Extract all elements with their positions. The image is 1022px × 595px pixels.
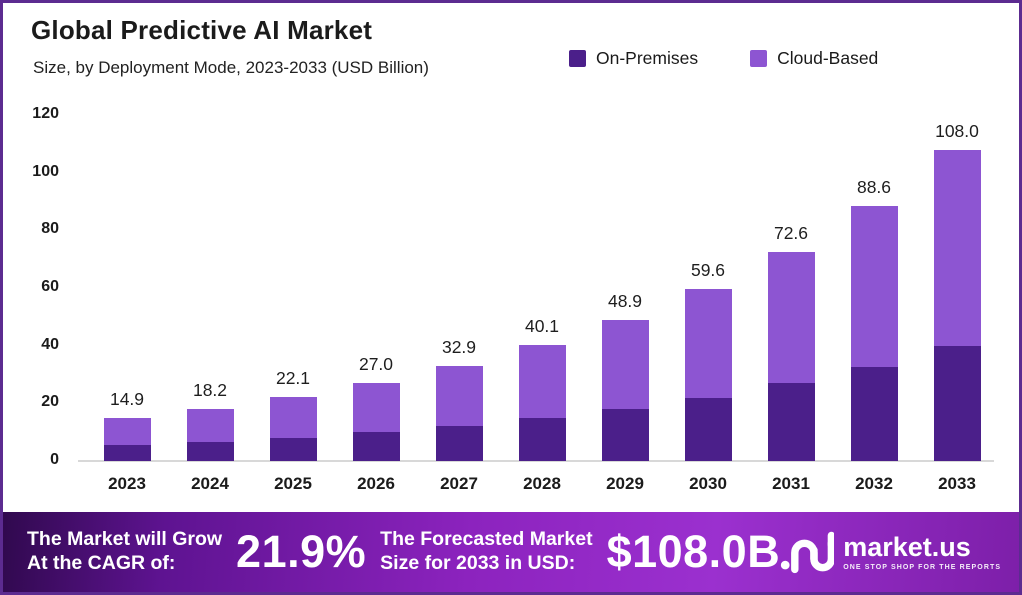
- market-us-logo: market.us ONE STOP SHOP FOR THE REPORTS: [780, 528, 1001, 576]
- forecast-label-line1: The Forecasted Market: [380, 528, 593, 551]
- x-axis-label-2032: 2032: [855, 474, 893, 493]
- y-axis-tick-label: 0: [50, 451, 59, 468]
- bar-2028: [518, 345, 566, 461]
- bar-2032-on-premises-segment: [850, 366, 898, 461]
- bar-2033-cloud-based-segment: [933, 149, 981, 346]
- chart-subtitle: Size, by Deployment Mode, 2023-2033 (USD…: [33, 58, 429, 77]
- bar-2026: [352, 383, 400, 461]
- y-axis-tick-label: 120: [32, 105, 59, 122]
- logo-brand: market.us: [843, 531, 971, 562]
- bar-2029-cloud-based-segment: [601, 320, 649, 409]
- on-premises-swatch-icon: [569, 50, 586, 67]
- chart-title: Global Predictive AI Market: [31, 15, 373, 45]
- forecast-label-line2: Size for 2033 in USD:: [380, 552, 576, 574]
- x-axis-label-2025: 2025: [274, 474, 312, 493]
- bar-2031-cloud-based-segment: [767, 251, 815, 384]
- market-us-logo-text: market.us ONE STOP SHOP FOR THE REPORTS: [843, 531, 1002, 571]
- bar-2033: [933, 149, 981, 461]
- bar-value-label-2027: 32.9: [441, 337, 477, 358]
- bar-2024: [186, 408, 234, 461]
- cloud-based-swatch-icon: [750, 50, 768, 67]
- y-axis-tick-label: 40: [41, 335, 59, 353]
- forecast-value: $108.0B: [606, 526, 781, 577]
- bar-value-label-2029: 48.9: [607, 291, 643, 311]
- bar-2028-cloud-based-segment: [518, 345, 566, 419]
- legend-item-on-premises: On-Premises: [569, 48, 698, 69]
- x-axis-label-2030: 2030: [689, 474, 727, 493]
- legend-label-cloud-based: Cloud-Based: [777, 48, 879, 68]
- bar-2029: [601, 320, 649, 461]
- cagr-label-line2: At the CAGR of:: [27, 552, 176, 574]
- bar-2028-on-premises-segment: [518, 418, 566, 461]
- bar-2024-cloud-based-segment: [186, 408, 234, 443]
- x-axis-line: [78, 460, 994, 462]
- x-axis-label-2033: 2033: [938, 474, 976, 493]
- x-axis-label-2027: 2027: [440, 474, 478, 493]
- y-axis-tick-label: 80: [41, 220, 59, 238]
- forecast-label: The Forecasted Market Size for 2033 in U…: [380, 528, 592, 576]
- x-axis-label-2024: 2024: [191, 474, 229, 493]
- y-axis-tick-label: 100: [32, 162, 59, 180]
- bar-value-label-2032: 88.6: [856, 176, 892, 197]
- bar-value-label-2024: 18.2: [192, 379, 228, 400]
- legend-item-cloud-based: Cloud-Based: [750, 48, 878, 69]
- bar-2024-on-premises-segment: [186, 442, 234, 461]
- cagr-label-line1: The Market will Grow: [27, 528, 223, 551]
- cagr-label: The Market will Grow At the CAGR of:: [27, 528, 222, 576]
- bar-value-label-2023: 14.9: [109, 389, 145, 410]
- bar-2025-cloud-based-segment: [269, 397, 317, 438]
- bar-value-label-2026: 27.0: [358, 354, 394, 375]
- bar-2031: [767, 251, 815, 461]
- bar-2027-on-premises-segment: [435, 426, 483, 461]
- y-axis-tick-label: 60: [41, 278, 59, 295]
- market-us-logo-icon: [781, 531, 835, 574]
- bar-value-label-2033: 108.0: [935, 120, 979, 141]
- bar-2027-cloud-based-segment: [435, 366, 483, 427]
- y-axis-tick-label: 20: [41, 393, 59, 411]
- bar-2029-on-premises-segment: [601, 408, 649, 461]
- legend: On-Premises Cloud-Based: [569, 48, 878, 69]
- bar-2031-on-premises-segment: [767, 383, 815, 461]
- bar-2023-on-premises-segment: [103, 445, 151, 461]
- footer-banner: The Market will Grow At the CAGR of: 21.…: [3, 512, 1019, 592]
- bar-2030-cloud-based-segment: [684, 289, 732, 398]
- bar-2026-on-premises-segment: [352, 432, 400, 461]
- bar-value-label-2025: 22.1: [275, 368, 311, 389]
- bar-2032-cloud-based-segment: [850, 205, 898, 367]
- logo-tagline: ONE STOP SHOP FOR THE REPORTS: [843, 563, 1002, 571]
- bar-value-label-2030: 59.6: [690, 260, 726, 281]
- bar-2023: [103, 418, 151, 461]
- cagr-value: 21.9%: [236, 526, 367, 577]
- bar-2032: [850, 205, 898, 461]
- bar-2027: [435, 366, 483, 461]
- bar-2025-on-premises-segment: [269, 437, 317, 461]
- bar-2026-cloud-based-segment: [352, 383, 400, 433]
- legend-label-on-premises: On-Premises: [596, 48, 699, 68]
- bar-2030: [684, 289, 732, 461]
- bar-2025: [269, 397, 317, 461]
- x-axis-label-2026: 2026: [357, 474, 395, 493]
- x-axis-label-2029: 2029: [606, 474, 644, 493]
- x-axis-label-2023: 2023: [108, 474, 146, 493]
- x-axis-label-2028: 2028: [523, 474, 561, 493]
- bar-2023-cloud-based-segment: [103, 418, 151, 446]
- bar-value-label-2031: 72.6: [773, 222, 809, 243]
- bar-2033-on-premises-segment: [933, 345, 981, 461]
- stacked-bar-chart: 0 20 40 60 80 100 120 14.9 2023 18.2 2024 22.1 2025 2…: [3, 3, 1019, 592]
- bar-2030-on-premises-segment: [684, 397, 732, 461]
- bar-value-label-2028: 40.1: [524, 316, 560, 337]
- x-axis-label-2031: 2031: [772, 474, 810, 493]
